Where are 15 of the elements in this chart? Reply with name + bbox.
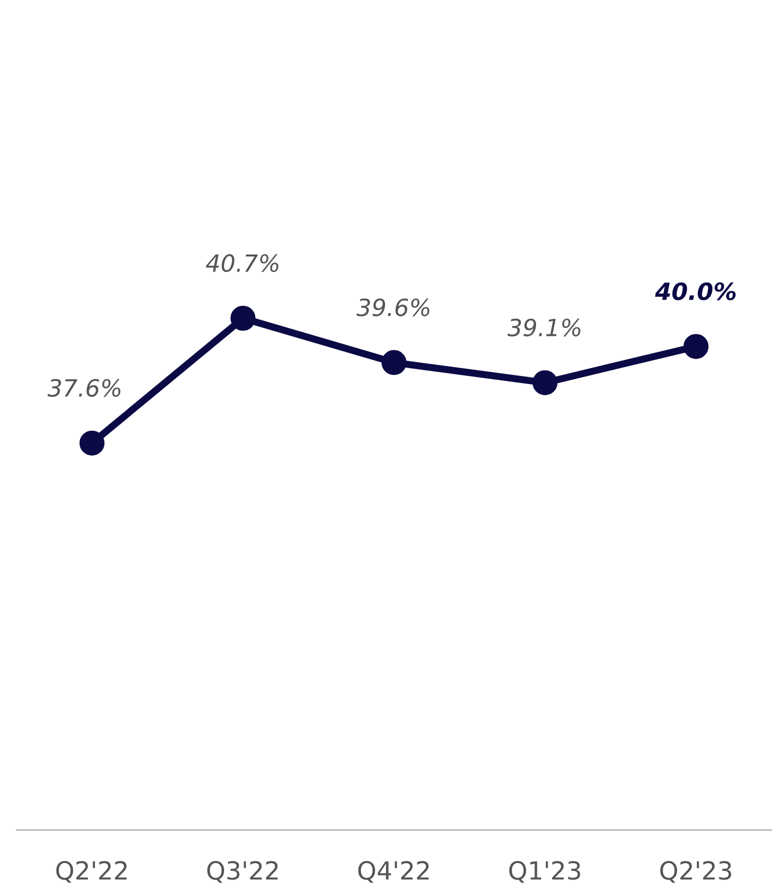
data-label: 40.7% — [206, 254, 278, 272]
x-tick-label: Q3'22 — [207, 860, 278, 883]
data-label: 39.1% — [508, 318, 580, 336]
point — [80, 430, 104, 456]
point — [532, 370, 558, 396]
point — [684, 334, 708, 359]
x-tick-label: Q1'23 — [509, 860, 580, 883]
point — [230, 306, 256, 331]
point — [382, 350, 406, 376]
data-label: 39.6% — [356, 298, 430, 316]
data-label: 40.0% — [655, 282, 736, 300]
x-tick-label: Q2'23 — [660, 860, 732, 883]
data-label: 37.6% — [48, 378, 120, 397]
x-tick-label: Q4'22 — [358, 860, 429, 883]
x-tick-label: Q2'22 — [56, 860, 127, 883]
